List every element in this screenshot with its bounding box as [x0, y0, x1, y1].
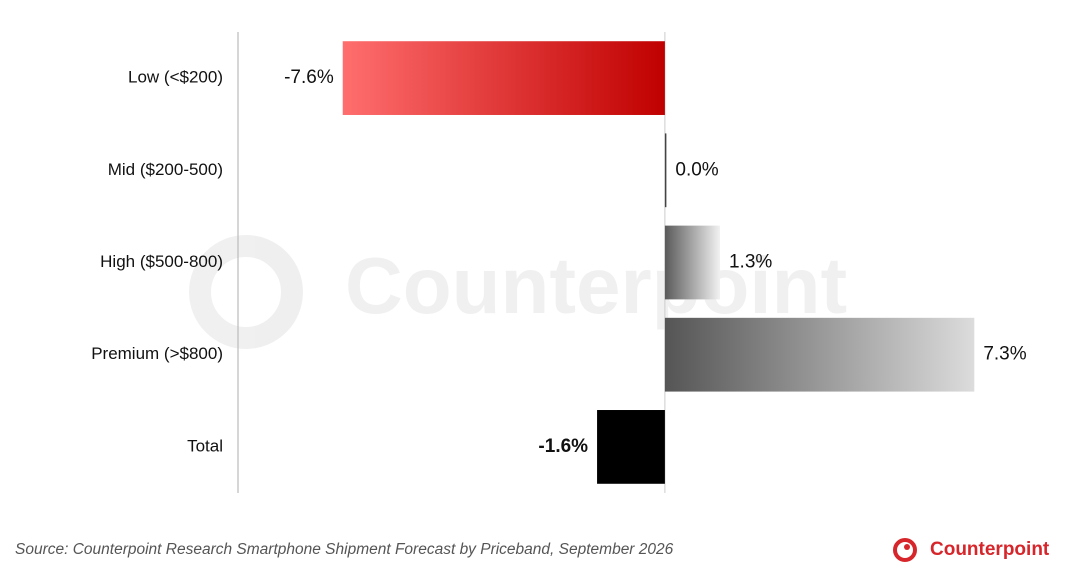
value-label: -7.6% — [284, 67, 334, 88]
value-label: 7.3% — [983, 344, 1026, 365]
source: Source: Counterpoint Research Smartphone… — [15, 541, 674, 558]
bar — [342, 41, 665, 115]
logo-icon — [893, 538, 917, 562]
value-label: 0.0% — [675, 159, 718, 180]
bar — [664, 133, 667, 208]
y-tick-label: High ($500-800) — [100, 252, 223, 271]
y-tick-label: Low (<$200) — [128, 68, 223, 87]
value-label: -1.6% — [538, 436, 588, 457]
y-tick-label: Mid ($200-500) — [108, 160, 223, 179]
watermark: Counterpoint — [345, 241, 847, 330]
value-label: 1.3% — [729, 252, 772, 273]
bar — [597, 410, 665, 484]
bar — [664, 225, 720, 300]
logo: Counterpoint — [893, 538, 1050, 562]
y-tick-label: Total — [187, 436, 223, 455]
y-tick-label: Premium (>$800) — [91, 344, 223, 363]
watermark-group: Counterpoint — [189, 235, 847, 349]
logo-dot — [904, 544, 910, 550]
logo-text: Counterpoint — [930, 539, 1050, 560]
bar — [664, 317, 975, 392]
watermark-icon — [189, 235, 303, 349]
